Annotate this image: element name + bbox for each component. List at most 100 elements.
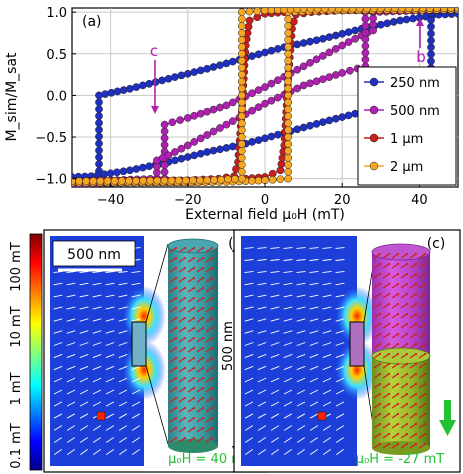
field-arrow: [322, 342, 332, 346]
spin-arrow: [400, 443, 408, 449]
data-point: [268, 175, 277, 184]
data-point: [306, 58, 314, 67]
field-arrow: [335, 270, 345, 274]
field-arrow: [105, 377, 115, 383]
data-point: [183, 114, 192, 122]
field-arrow: [257, 342, 267, 346]
spin-arrow: [187, 267, 195, 273]
data-point: [254, 86, 263, 94]
spin-arrow: [187, 317, 195, 323]
data-point: [183, 69, 192, 78]
spin-arrow: [382, 293, 390, 299]
spin-head: [201, 396, 205, 400]
spin-arrow: [373, 403, 381, 409]
spin-head: [387, 272, 391, 276]
field-arrow: [270, 413, 280, 419]
field-arrow: [244, 282, 254, 286]
spin-head: [396, 352, 400, 356]
data-point: [237, 119, 246, 128]
data-point: [274, 45, 282, 53]
data-point: [376, 20, 385, 29]
spin-arrow: [178, 287, 186, 293]
spin-arrow: [418, 423, 426, 429]
field-arrow: [118, 330, 128, 334]
spin-head: [378, 322, 382, 326]
spin-head: [201, 276, 205, 280]
spin-arrow: [196, 427, 204, 433]
data-point: [355, 8, 364, 13]
data-point: [237, 174, 246, 183]
field-arrow: [309, 247, 319, 249]
y-ticks: −1.0 −0.5 0.0 0.5 1.0: [35, 6, 76, 188]
spin-head: [183, 306, 187, 310]
spin-arrow: [169, 417, 177, 423]
spin-head: [192, 356, 196, 360]
field-arrow: [283, 306, 293, 310]
x-tick-label: 40: [411, 193, 428, 208]
spin-arrow: [205, 357, 213, 363]
spin-arrow: [409, 303, 417, 309]
field-arrow: [244, 353, 254, 359]
data-point: [95, 146, 103, 155]
spin-head: [387, 322, 391, 326]
spin-head: [423, 282, 427, 286]
data-point: [237, 167, 246, 176]
field-arrow: [118, 413, 128, 419]
field-arrow: [257, 318, 267, 322]
field-arrow: [322, 306, 332, 310]
field-arrow: [244, 247, 254, 249]
spin-arrow: [400, 403, 408, 409]
spin-arrow: [409, 353, 417, 359]
spin-head: [201, 336, 205, 340]
spin-arrow: [418, 433, 426, 439]
spin-arrow: [373, 333, 381, 339]
data-point: [167, 176, 176, 185]
spin-head: [174, 406, 178, 410]
spin-head: [210, 376, 214, 380]
spin-arrow: [178, 437, 186, 443]
field-arrow: [118, 389, 128, 395]
field-arrow: [296, 270, 306, 274]
data-point: [293, 125, 302, 134]
data-point: [209, 146, 218, 155]
field-arrow: [257, 353, 267, 359]
spin-head: [183, 266, 187, 270]
field-arrow: [53, 389, 63, 395]
field-arrow: [244, 401, 254, 407]
spin-arrow: [400, 313, 408, 319]
data-point: [383, 19, 392, 28]
data-point: [203, 64, 211, 73]
spin-head: [423, 302, 427, 306]
data-point: [177, 71, 186, 80]
spin-head: [201, 386, 205, 390]
spin-head: [174, 276, 178, 280]
field-arrow: [284, 449, 292, 455]
field-arrow: [296, 342, 306, 346]
spin-arrow: [382, 373, 390, 379]
data-point: [190, 68, 199, 76]
spin-arrow: [409, 253, 417, 259]
data-point: [293, 84, 302, 93]
y-tick-label: −1.0: [35, 173, 67, 188]
field-arrow: [322, 353, 332, 359]
field-arrow: [79, 425, 89, 431]
data-point: [160, 176, 169, 185]
spin-arrow: [169, 257, 177, 263]
spin-head: [387, 282, 391, 286]
field-arrow: [335, 306, 345, 310]
data-point: [145, 79, 154, 88]
data-point: [433, 8, 441, 12]
spin-head: [183, 246, 187, 250]
data-point: [284, 174, 293, 183]
data-point: [341, 8, 350, 13]
spin-head: [174, 366, 178, 370]
spin-arrow: [400, 413, 408, 419]
field-arrow: [296, 401, 306, 407]
data-point: [145, 162, 154, 171]
data-point: [237, 160, 246, 169]
data-point: [293, 40, 302, 49]
spin-head: [387, 332, 391, 336]
data-point: [284, 22, 293, 30]
spin-head: [414, 252, 418, 256]
data-point: [284, 119, 293, 128]
